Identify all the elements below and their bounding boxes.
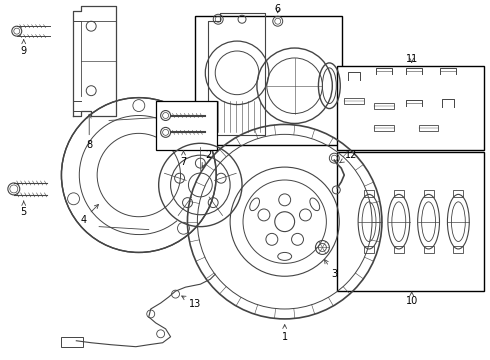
Bar bbox=[364, 190, 374, 197]
Text: 10: 10 bbox=[406, 292, 418, 306]
Bar bbox=[156, 100, 217, 150]
Text: 2: 2 bbox=[202, 150, 211, 167]
Text: 7: 7 bbox=[180, 151, 187, 167]
Bar bbox=[418, 125, 439, 131]
Text: 13: 13 bbox=[182, 296, 201, 309]
Bar bbox=[374, 103, 394, 109]
Text: 3: 3 bbox=[324, 260, 338, 279]
Bar bbox=[453, 247, 464, 253]
Bar bbox=[196, 16, 342, 145]
Text: 6: 6 bbox=[275, 4, 281, 14]
Text: 12: 12 bbox=[340, 150, 357, 163]
Bar bbox=[344, 98, 364, 104]
Bar bbox=[453, 190, 464, 197]
Text: 5: 5 bbox=[21, 201, 27, 217]
Bar bbox=[337, 152, 484, 291]
Bar bbox=[61, 337, 83, 347]
Bar bbox=[424, 190, 434, 197]
Bar bbox=[374, 125, 394, 131]
Wedge shape bbox=[139, 118, 213, 232]
Bar bbox=[424, 247, 434, 253]
Text: 9: 9 bbox=[21, 40, 27, 56]
Text: 8: 8 bbox=[86, 114, 92, 150]
Bar bbox=[337, 66, 484, 150]
Bar bbox=[394, 247, 404, 253]
Text: 1: 1 bbox=[282, 325, 288, 342]
Text: 11: 11 bbox=[406, 54, 418, 64]
Bar bbox=[394, 190, 404, 197]
Bar bbox=[364, 247, 374, 253]
Text: 4: 4 bbox=[80, 204, 98, 225]
